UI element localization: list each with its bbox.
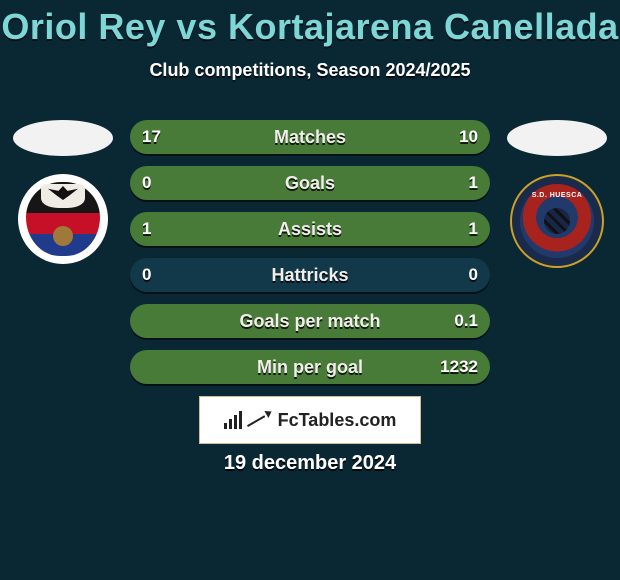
brand-arrow-icon bbox=[248, 411, 272, 429]
stat-fill-right bbox=[130, 166, 490, 200]
stats-bars: Matches1710 Goals01 Assists11 Hattricks00 Go… bbox=[130, 120, 490, 396]
stat-fill-right bbox=[130, 304, 490, 338]
right-player-column: S.D. HUESCA bbox=[502, 120, 612, 268]
brand-bars-icon bbox=[224, 411, 242, 429]
comparison-infographic: Oriol Rey vs Kortajarena Canellada Club … bbox=[0, 0, 620, 580]
stat-row: Goals per match0.1 bbox=[130, 304, 490, 338]
huesca-crest-icon: S.D. HUESCA bbox=[520, 184, 594, 258]
stat-track bbox=[130, 258, 490, 292]
stat-fill-left bbox=[130, 212, 310, 246]
stat-fill-right bbox=[310, 212, 490, 246]
club-badge-right: S.D. HUESCA bbox=[510, 174, 604, 268]
club-badge-left bbox=[18, 174, 108, 264]
stat-row: Matches1710 bbox=[130, 120, 490, 154]
stat-row: Hattricks00 bbox=[130, 258, 490, 292]
levante-crest-icon bbox=[26, 182, 100, 256]
page-subtitle: Club competitions, Season 2024/2025 bbox=[0, 60, 620, 81]
left-player-column bbox=[8, 120, 118, 264]
player-photo-placeholder-right bbox=[507, 120, 607, 156]
stat-fill-left bbox=[130, 120, 357, 154]
stat-fill-right bbox=[357, 120, 490, 154]
page-title: Oriol Rey vs Kortajarena Canellada bbox=[0, 0, 620, 48]
stat-fill-right bbox=[130, 350, 490, 384]
stat-row: Goals01 bbox=[130, 166, 490, 200]
player-photo-placeholder-left bbox=[13, 120, 113, 156]
brand-watermark: FcTables.com bbox=[199, 396, 421, 444]
brand-text: FcTables.com bbox=[278, 410, 397, 431]
stat-row: Assists11 bbox=[130, 212, 490, 246]
snapshot-date: 19 december 2024 bbox=[0, 452, 620, 475]
stat-row: Min per goal1232 bbox=[130, 350, 490, 384]
